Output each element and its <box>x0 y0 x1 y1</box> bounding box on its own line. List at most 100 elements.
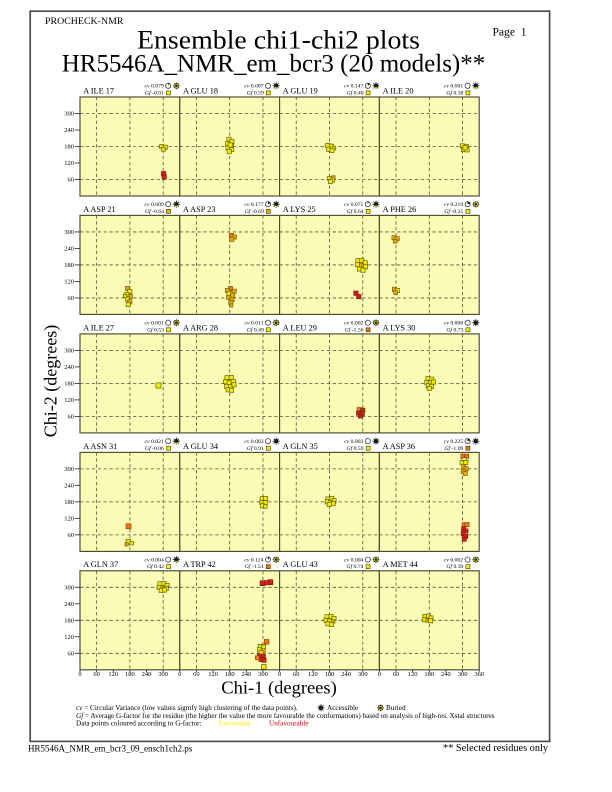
svg-text:60: 60 <box>293 671 300 678</box>
svg-text:240: 240 <box>441 671 451 678</box>
svg-text:Ensemble chi1-chi2 plots: Ensemble chi1-chi2 plots <box>137 25 420 55</box>
svg-text:180: 180 <box>64 617 74 624</box>
svg-text:180: 180 <box>64 144 74 151</box>
svg-text:Gf -1.09: Gf -1.09 <box>444 445 463 452</box>
svg-text:cv 0.002: cv 0.002 <box>344 321 363 327</box>
svg-text:Gf -1.51: Gf -1.51 <box>245 563 264 570</box>
svg-text:Gf 0.59: Gf 0.59 <box>347 445 364 452</box>
svg-text:cv = Circular Variance (low va: cv = Circular Variance (low values signi… <box>76 704 298 712</box>
svg-text:Gf = Average G-factor for the: Gf = Average G-factor for the residue (t… <box>76 712 495 720</box>
svg-text:120: 120 <box>408 671 418 678</box>
svg-text:** Selected residues only: ** Selected residues only <box>443 743 549 754</box>
svg-text:A ILE 17: A ILE 17 <box>83 86 114 95</box>
svg-text:120: 120 <box>208 671 218 678</box>
svg-text:300: 300 <box>64 348 74 355</box>
svg-text:0: 0 <box>178 671 181 678</box>
svg-text:cv 0.009: cv 0.009 <box>145 202 164 208</box>
svg-text:Accessible: Accessible <box>327 704 358 712</box>
svg-text:Gf 0.53: Gf 0.53 <box>147 326 164 333</box>
svg-text:180: 180 <box>125 671 135 678</box>
svg-text:cv 0.021: cv 0.021 <box>145 439 164 445</box>
svg-text:A ILE 27: A ILE 27 <box>83 323 114 332</box>
svg-text:0: 0 <box>78 671 81 678</box>
svg-text:240: 240 <box>64 482 74 489</box>
svg-text:A ARG 28: A ARG 28 <box>183 323 218 332</box>
svg-text:60: 60 <box>68 414 75 421</box>
svg-text:cv 0.177: cv 0.177 <box>244 202 263 208</box>
svg-text:Gf 0.74: Gf 0.74 <box>347 563 364 570</box>
svg-text:cv 0.004: cv 0.004 <box>344 557 363 563</box>
svg-text:A MET 44: A MET 44 <box>383 560 419 569</box>
svg-text:A GLN 37: A GLN 37 <box>83 560 118 569</box>
svg-text:300: 300 <box>64 584 74 591</box>
svg-text:Gf 0.59: Gf 0.59 <box>247 89 264 96</box>
svg-text:cv 0.219: cv 0.219 <box>444 202 463 208</box>
svg-text:Gf -0.69: Gf -0.69 <box>245 208 264 215</box>
svg-text:Gf -1.56: Gf -1.56 <box>345 326 364 333</box>
svg-text:300: 300 <box>458 671 468 678</box>
svg-text:cv 0.001: cv 0.001 <box>145 321 164 327</box>
svg-text:A ILE 20: A ILE 20 <box>383 86 414 95</box>
svg-text:240: 240 <box>241 671 251 678</box>
svg-text:Chi-2 (degrees): Chi-2 (degrees) <box>41 325 62 438</box>
svg-text:240: 240 <box>64 364 74 371</box>
svg-text:A ASP 23: A ASP 23 <box>183 205 215 214</box>
svg-text:300: 300 <box>64 466 74 473</box>
svg-text:240: 240 <box>64 601 74 608</box>
svg-text:180: 180 <box>64 381 74 388</box>
svg-text:cv 0.007: cv 0.007 <box>244 84 263 90</box>
svg-text:120: 120 <box>308 671 318 678</box>
svg-text:120: 120 <box>64 634 74 641</box>
svg-text:A ASP 21: A ASP 21 <box>83 205 115 214</box>
svg-text:120: 120 <box>108 671 118 678</box>
svg-text:240: 240 <box>64 246 74 253</box>
svg-text:240: 240 <box>64 127 74 134</box>
svg-text:A GLU 19: A GLU 19 <box>283 86 318 95</box>
svg-text:120: 120 <box>64 279 74 286</box>
svg-text:60: 60 <box>68 177 75 184</box>
svg-text:60: 60 <box>93 671 100 678</box>
svg-text:Page 1: Page 1 <box>493 26 527 39</box>
svg-text:A TRP 42: A TRP 42 <box>183 560 216 569</box>
svg-text:240: 240 <box>341 671 351 678</box>
svg-text:Gf -0.25: Gf -0.25 <box>444 208 463 215</box>
svg-text:Unfavourable: Unfavourable <box>269 720 309 728</box>
svg-text:Gf 0.42: Gf 0.42 <box>147 563 164 570</box>
svg-text:A GLU 43: A GLU 43 <box>283 560 318 569</box>
svg-text:Buried: Buried <box>386 704 406 712</box>
svg-text:cv 0.001: cv 0.001 <box>444 84 463 90</box>
svg-text:cv 0.225: cv 0.225 <box>444 439 463 445</box>
svg-text:240: 240 <box>142 671 152 678</box>
svg-text:360: 360 <box>474 671 484 678</box>
svg-text:60: 60 <box>68 295 75 302</box>
svg-text:Gf -0.06: Gf -0.06 <box>145 445 164 452</box>
svg-text:180: 180 <box>325 671 335 678</box>
svg-text:cv 0.147: cv 0.147 <box>344 84 363 90</box>
svg-text:300: 300 <box>64 229 74 236</box>
svg-text:Gf 0.73: Gf 0.73 <box>446 326 463 333</box>
svg-text:0: 0 <box>278 671 281 678</box>
svg-text:Gf -0.01: Gf -0.01 <box>145 89 164 96</box>
svg-text:120: 120 <box>64 397 74 404</box>
svg-text:cv 0.011: cv 0.011 <box>245 321 264 327</box>
svg-text:0: 0 <box>378 671 381 678</box>
svg-text:A LEU 29: A LEU 29 <box>283 323 317 332</box>
svg-text:HR5546A_NMR_em_bcr3_09_ensch1c: HR5546A_NMR_em_bcr3_09_ensch1ch2.ps <box>28 743 193 753</box>
svg-text:Data points coloured according: Data points coloured according to G-fact… <box>76 720 202 728</box>
svg-text:A ASN 31: A ASN 31 <box>83 442 117 451</box>
svg-text:cv 0.003: cv 0.003 <box>344 439 363 445</box>
svg-text:Gf 0.40: Gf 0.40 <box>347 89 364 96</box>
svg-text:180: 180 <box>225 671 235 678</box>
svg-text:Gf 0.39: Gf 0.39 <box>446 563 463 570</box>
svg-text:60: 60 <box>68 650 75 657</box>
svg-text:180: 180 <box>424 671 434 678</box>
svg-text:Gf 0.91: Gf 0.91 <box>247 445 264 452</box>
svg-text:cv 0.079: cv 0.079 <box>145 84 164 90</box>
svg-text:A ASP 36: A ASP 36 <box>383 442 415 451</box>
svg-text:Gf 0.64: Gf 0.64 <box>347 208 364 215</box>
svg-text:A LYS 25: A LYS 25 <box>283 205 316 214</box>
svg-text:cv 0.004: cv 0.004 <box>145 557 164 563</box>
svg-text:Gf -0.64: Gf -0.64 <box>145 208 164 215</box>
svg-text:cv 0.071: cv 0.071 <box>344 202 363 208</box>
svg-text:300: 300 <box>258 671 268 678</box>
